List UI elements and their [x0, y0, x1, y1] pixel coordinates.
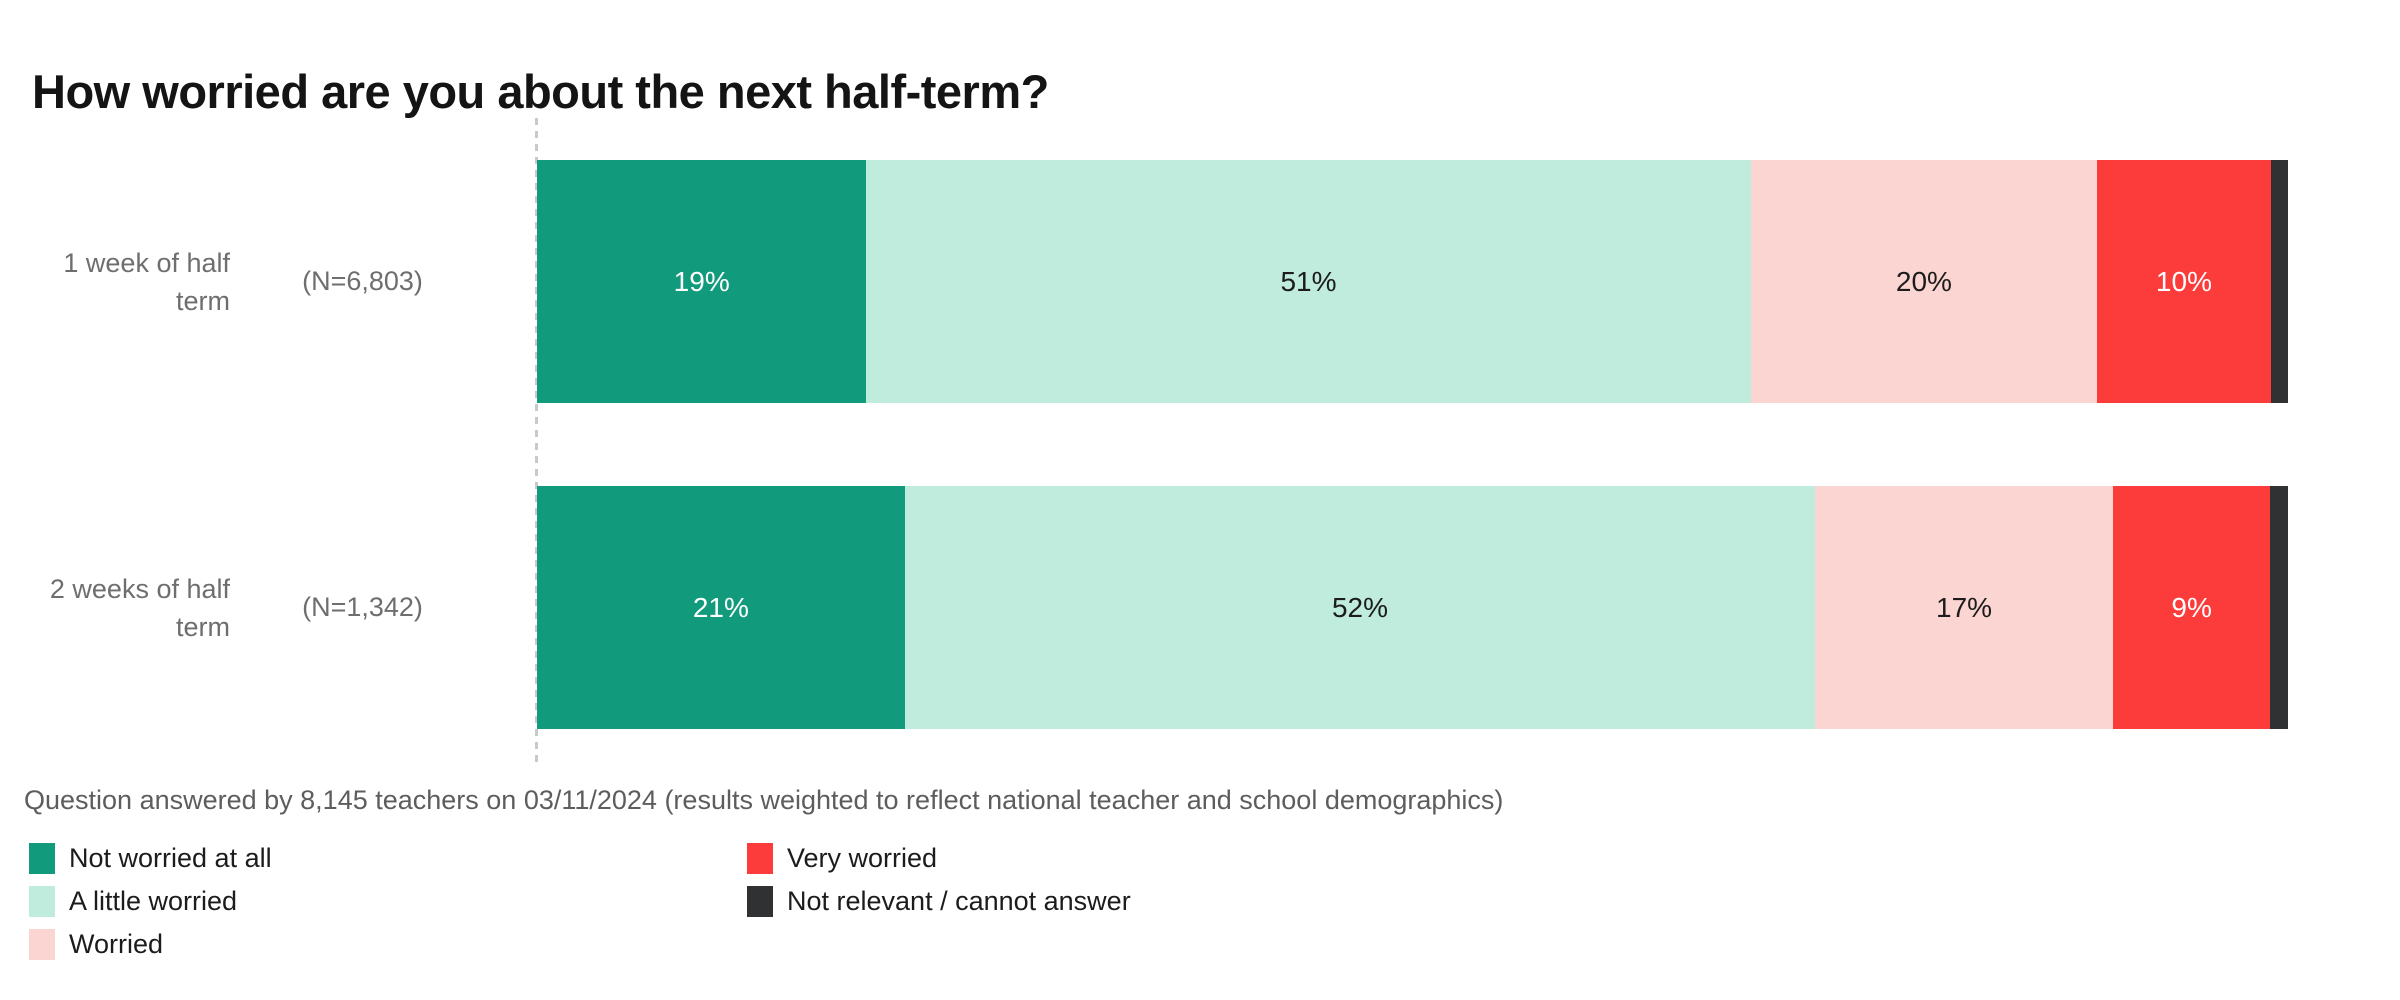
segment-value-label: 19% [673, 265, 730, 297]
stacked-bar: 19% 51% 20% 10% [537, 160, 2288, 403]
legend-label: Very worried [787, 843, 938, 873]
segment-value-label: 9% [2171, 591, 2212, 623]
legend-label: Not relevant / cannot answer [787, 886, 1131, 916]
segment-value-label: 51% [1280, 265, 1337, 297]
segment-value-label: 52% [1331, 591, 1388, 623]
segment-value-label: 20% [1895, 265, 1952, 297]
axis-baseline [535, 118, 538, 767]
legend-item: A little worried [29, 886, 272, 917]
bar-segment: 10% [2097, 160, 2271, 403]
category-label: 1 week of half term [63, 247, 230, 316]
segment-value-label: 17% [1936, 591, 1993, 623]
legend-item: Worried [29, 929, 272, 960]
bar-segment: 51% [866, 160, 1751, 403]
bar-segment: 17% [1815, 486, 2113, 729]
bar-segment [2270, 486, 2288, 729]
sample-size-label: (N=1,342) [302, 592, 423, 622]
legend-column: Very worried Not relevant / cannot answer [747, 843, 1131, 917]
legend-label: Worried [69, 929, 164, 959]
legend-swatch [29, 886, 55, 917]
bar-segment: 21% [537, 486, 905, 729]
bar-segment: 9% [2112, 486, 2271, 729]
bar-segment [2270, 160, 2288, 403]
page-title: How worried are you about the next half-… [32, 65, 1049, 118]
legend-swatch [29, 929, 55, 960]
legend-swatch [747, 843, 773, 874]
legend-swatch [29, 843, 55, 874]
category-label: 2 weeks of half term [49, 573, 230, 642]
segment-value-label: 21% [692, 591, 749, 623]
bar-segment: 20% [1750, 160, 2098, 403]
footnote-text: Question answered by 8,145 teachers on 0… [24, 785, 1504, 815]
sample-size-label: (N=6,803) [302, 266, 423, 296]
bar-segment: 19% [537, 160, 867, 403]
stacked-bar: 21% 52% 17% 9% [537, 486, 2288, 729]
legend-column: Not worried at all A little worried Worrie… [29, 843, 272, 960]
legend-label: A little worried [69, 886, 238, 916]
segment-value-label: 10% [2155, 265, 2212, 297]
legend-swatch [747, 886, 773, 917]
legend-item: Very worried [747, 843, 1131, 874]
bar-segment: 52% [904, 486, 1816, 729]
legend-item: Not relevant / cannot answer [747, 886, 1131, 917]
legend-label: Not worried at all [69, 843, 272, 873]
legend-item: Not worried at all [29, 843, 272, 874]
